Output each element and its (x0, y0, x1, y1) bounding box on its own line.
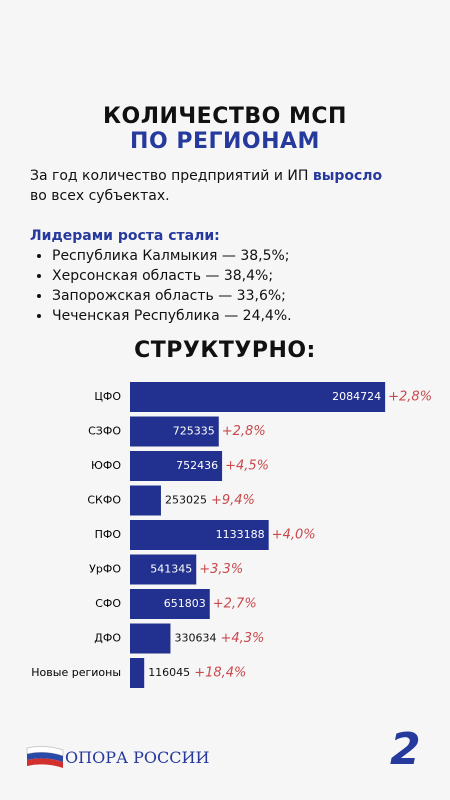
value-label: 253025 (165, 494, 207, 507)
bar (130, 382, 386, 412)
title: КОЛИЧЕСТВО МСП (103, 104, 347, 129)
value-label: 330634 (174, 632, 216, 645)
leader-item: Чеченская Республика — 24,4%. (52, 306, 292, 326)
value-label: 2084724 (332, 390, 381, 403)
logo-flag (26, 745, 64, 768)
y-tick-label: ДФО (94, 632, 121, 645)
growth-label: +3,3% (199, 562, 243, 577)
intro-highlight: выросло (312, 168, 383, 184)
bar (130, 451, 223, 481)
bar (130, 520, 269, 550)
bar (130, 623, 171, 654)
intro-text: во всех субъектах. (30, 188, 170, 204)
value-label: 752436 (176, 459, 218, 472)
growth-label: +9,4% (211, 493, 255, 508)
leader-item: Херсонская область — 38,4%; (52, 266, 292, 286)
leader-item: Республика Калмыкия — 38,5%; (52, 246, 292, 266)
growth-label: +4,3% (220, 631, 264, 646)
y-tick-label: СФО (95, 597, 121, 610)
value-label: 725335 (173, 425, 215, 438)
intro-text: За год количество предприятий и ИП (30, 168, 309, 184)
bar (130, 416, 219, 447)
leaders: Лидерами роста стали: Республика Калмыки… (30, 226, 292, 326)
y-tick-label: СКФО (87, 494, 121, 507)
y-tick-label: УрФО (89, 563, 121, 576)
value-label: 116045 (148, 666, 190, 679)
intro: За год количество предприятий и ИП вырос… (30, 166, 400, 206)
bar (130, 589, 210, 619)
logo-text: ОПОРА РОССИИ (65, 748, 210, 767)
logo: ОПОРА РОССИИ (25, 744, 209, 776)
growth-label: +4,0% (272, 528, 316, 543)
bar (130, 554, 197, 585)
growth-label: +2,7% (213, 597, 257, 612)
leaders-list: Республика Калмыкия — 38,5%;Херсонская о… (30, 246, 292, 326)
bar (130, 485, 161, 516)
page-number: 2 (390, 724, 421, 775)
growth-label: +2,8% (222, 424, 266, 439)
y-tick-label: Новые регионы (31, 666, 121, 679)
y-tick-label: ЮФО (91, 459, 121, 472)
y-tick-label: СЗФО (88, 425, 121, 438)
title-block: КОЛИЧЕСТВО МСП ПО РЕГИОНАМ (0, 104, 450, 154)
growth-label: +18,4% (194, 666, 246, 681)
chart: ЦФО 2084724 +2,8% СЗФО 725335 +2,8% ЮФО 752436 +… (31, 382, 432, 688)
y-tick-label: ЦФО (94, 390, 121, 403)
growth-label: +4,5% (225, 459, 269, 474)
leaders-title: Лидерами роста стали: (30, 228, 220, 244)
value-label: 541345 (150, 563, 192, 576)
value-label: 1133188 (216, 528, 265, 541)
chart-title: СТРУКТУРНО: (134, 338, 316, 363)
growth-label: +2,8% (388, 390, 432, 405)
y-tick-label: ПФО (95, 528, 122, 541)
subtitle: ПО РЕГИОНАМ (130, 129, 320, 154)
leader-item: Запорожская область — 33,6%; (52, 286, 292, 306)
bar (130, 658, 145, 688)
value-label: 651803 (164, 597, 206, 610)
